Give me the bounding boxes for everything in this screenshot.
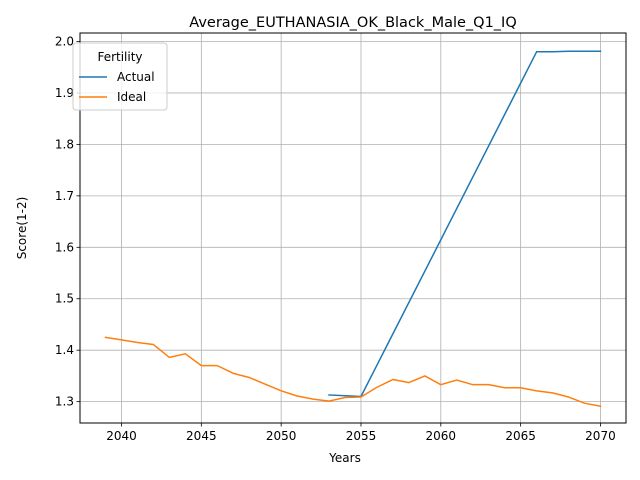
chart-title: Average_EUTHANASIA_OK_Black_Male_Q1_IQ bbox=[189, 15, 517, 31]
y-tick-label: 1.8 bbox=[55, 137, 74, 151]
y-tick-label: 1.3 bbox=[55, 395, 74, 409]
y-tick-label: 2.0 bbox=[55, 34, 74, 48]
legend-title: Fertility bbox=[97, 50, 142, 64]
x-tick-label: 2055 bbox=[346, 429, 377, 443]
y-tick-label: 1.7 bbox=[55, 189, 74, 203]
y-tick-label: 1.9 bbox=[55, 86, 74, 100]
x-tick-label: 2065 bbox=[505, 429, 536, 443]
legend: Fertility Actual Ideal bbox=[72, 42, 168, 111]
x-tick-label: 2045 bbox=[186, 429, 217, 443]
x-axis-label: Years bbox=[328, 451, 361, 465]
y-tick-label: 1.4 bbox=[55, 343, 74, 357]
x-axis: 2040 2045 2050 2055 2060 2065 2070 bbox=[106, 423, 616, 443]
legend-label-ideal: Ideal bbox=[117, 90, 146, 104]
y-tick-label: 1.5 bbox=[55, 292, 74, 306]
series-line-ideal bbox=[104, 336, 602, 408]
x-tick-label: 2060 bbox=[426, 429, 457, 443]
series-lines bbox=[104, 50, 602, 408]
y-axis: 1.3 1.4 1.5 1.6 1.7 1.8 1.9 2.0 bbox=[55, 34, 80, 409]
plot-frame bbox=[79, 32, 627, 424]
x-tick-label: 2050 bbox=[266, 429, 297, 443]
y-axis-label: Score(1-2) bbox=[15, 197, 29, 260]
x-tick-label: 2040 bbox=[106, 429, 137, 443]
grid bbox=[80, 33, 626, 423]
legend-box bbox=[72, 42, 168, 111]
y-tick-label: 1.6 bbox=[55, 240, 74, 254]
legend-label-actual: Actual bbox=[117, 70, 155, 84]
x-tick-label: 2070 bbox=[585, 429, 616, 443]
